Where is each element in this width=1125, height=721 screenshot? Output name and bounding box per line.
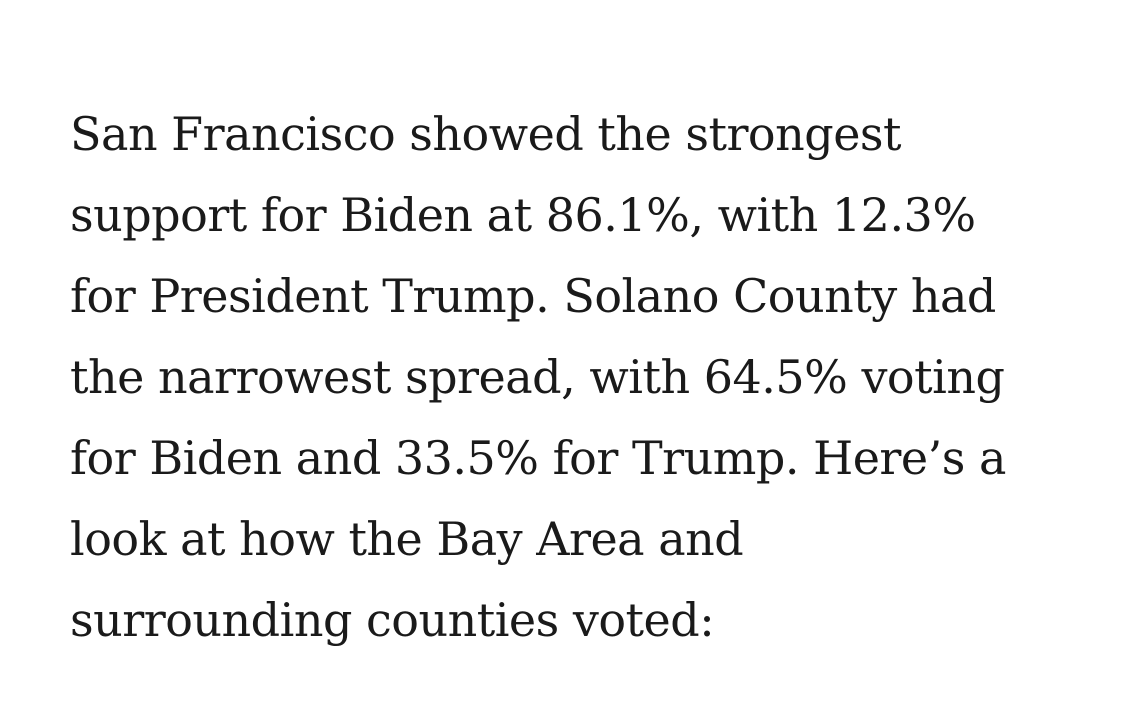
paragraph-line: look at how the Bay Area and xyxy=(70,512,744,566)
article-paragraph: San Francisco showed the strongest suppo… xyxy=(70,94,1070,661)
paragraph-line: support for Biden at 86.1%, with 12.3% xyxy=(70,188,976,242)
paragraph-line: surrounding counties voted: xyxy=(70,593,715,647)
paragraph-line: the narrowest spread, with 64.5% voting xyxy=(70,350,1005,404)
paragraph-line: San Francisco showed the strongest xyxy=(70,107,902,161)
article-body: San Francisco showed the strongest suppo… xyxy=(70,94,1070,661)
paragraph-line: for President Trump. Solano County had xyxy=(70,269,996,323)
paragraph-line: for Biden and 33.5% for Trump. Here’s a xyxy=(70,431,1006,485)
